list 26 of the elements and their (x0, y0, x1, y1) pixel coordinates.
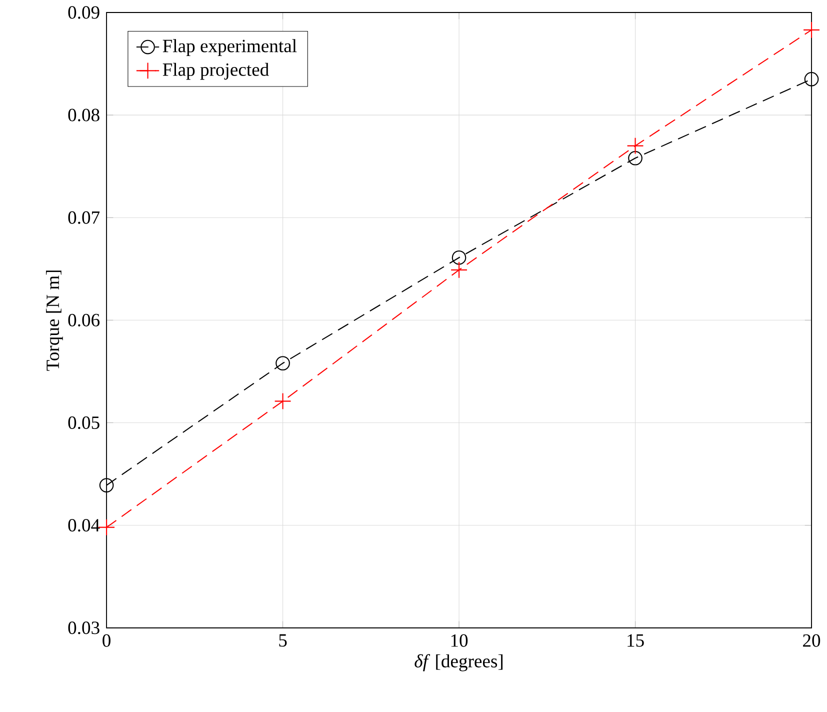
y-tick-label: 0.07 (68, 211, 100, 224)
legend-label: Flap experimental (162, 38, 297, 56)
y-tick-label: 0.06 (68, 314, 100, 326)
point (450, 261, 468, 278)
point (274, 392, 292, 410)
point (99, 478, 114, 492)
point (276, 356, 290, 370)
point (626, 137, 644, 154)
point (628, 150, 642, 166)
point (804, 72, 819, 86)
x-tick-label: 5 (279, 634, 287, 646)
y-tick-label: 0.05 (68, 416, 100, 429)
y-tick-label: 0.08 (68, 108, 100, 122)
point (803, 21, 820, 38)
y-axis-title: Torque [N m] (46, 270, 63, 371)
x-tick-label: 0 (102, 634, 110, 647)
point (452, 250, 466, 265)
point (98, 518, 116, 536)
x-axis-title: δf [degrees] (414, 654, 503, 672)
x-tick-label: 15 (628, 634, 644, 647)
x-tick-label: 20 (803, 634, 820, 647)
y-tick-label: 0.09 (68, 6, 100, 19)
y-tick-label: 0.03 (68, 621, 100, 634)
y-tick-label: 0.04 (68, 518, 100, 532)
legend-label: Flap projected (162, 62, 269, 80)
x-tick-label: 10 (451, 634, 468, 647)
